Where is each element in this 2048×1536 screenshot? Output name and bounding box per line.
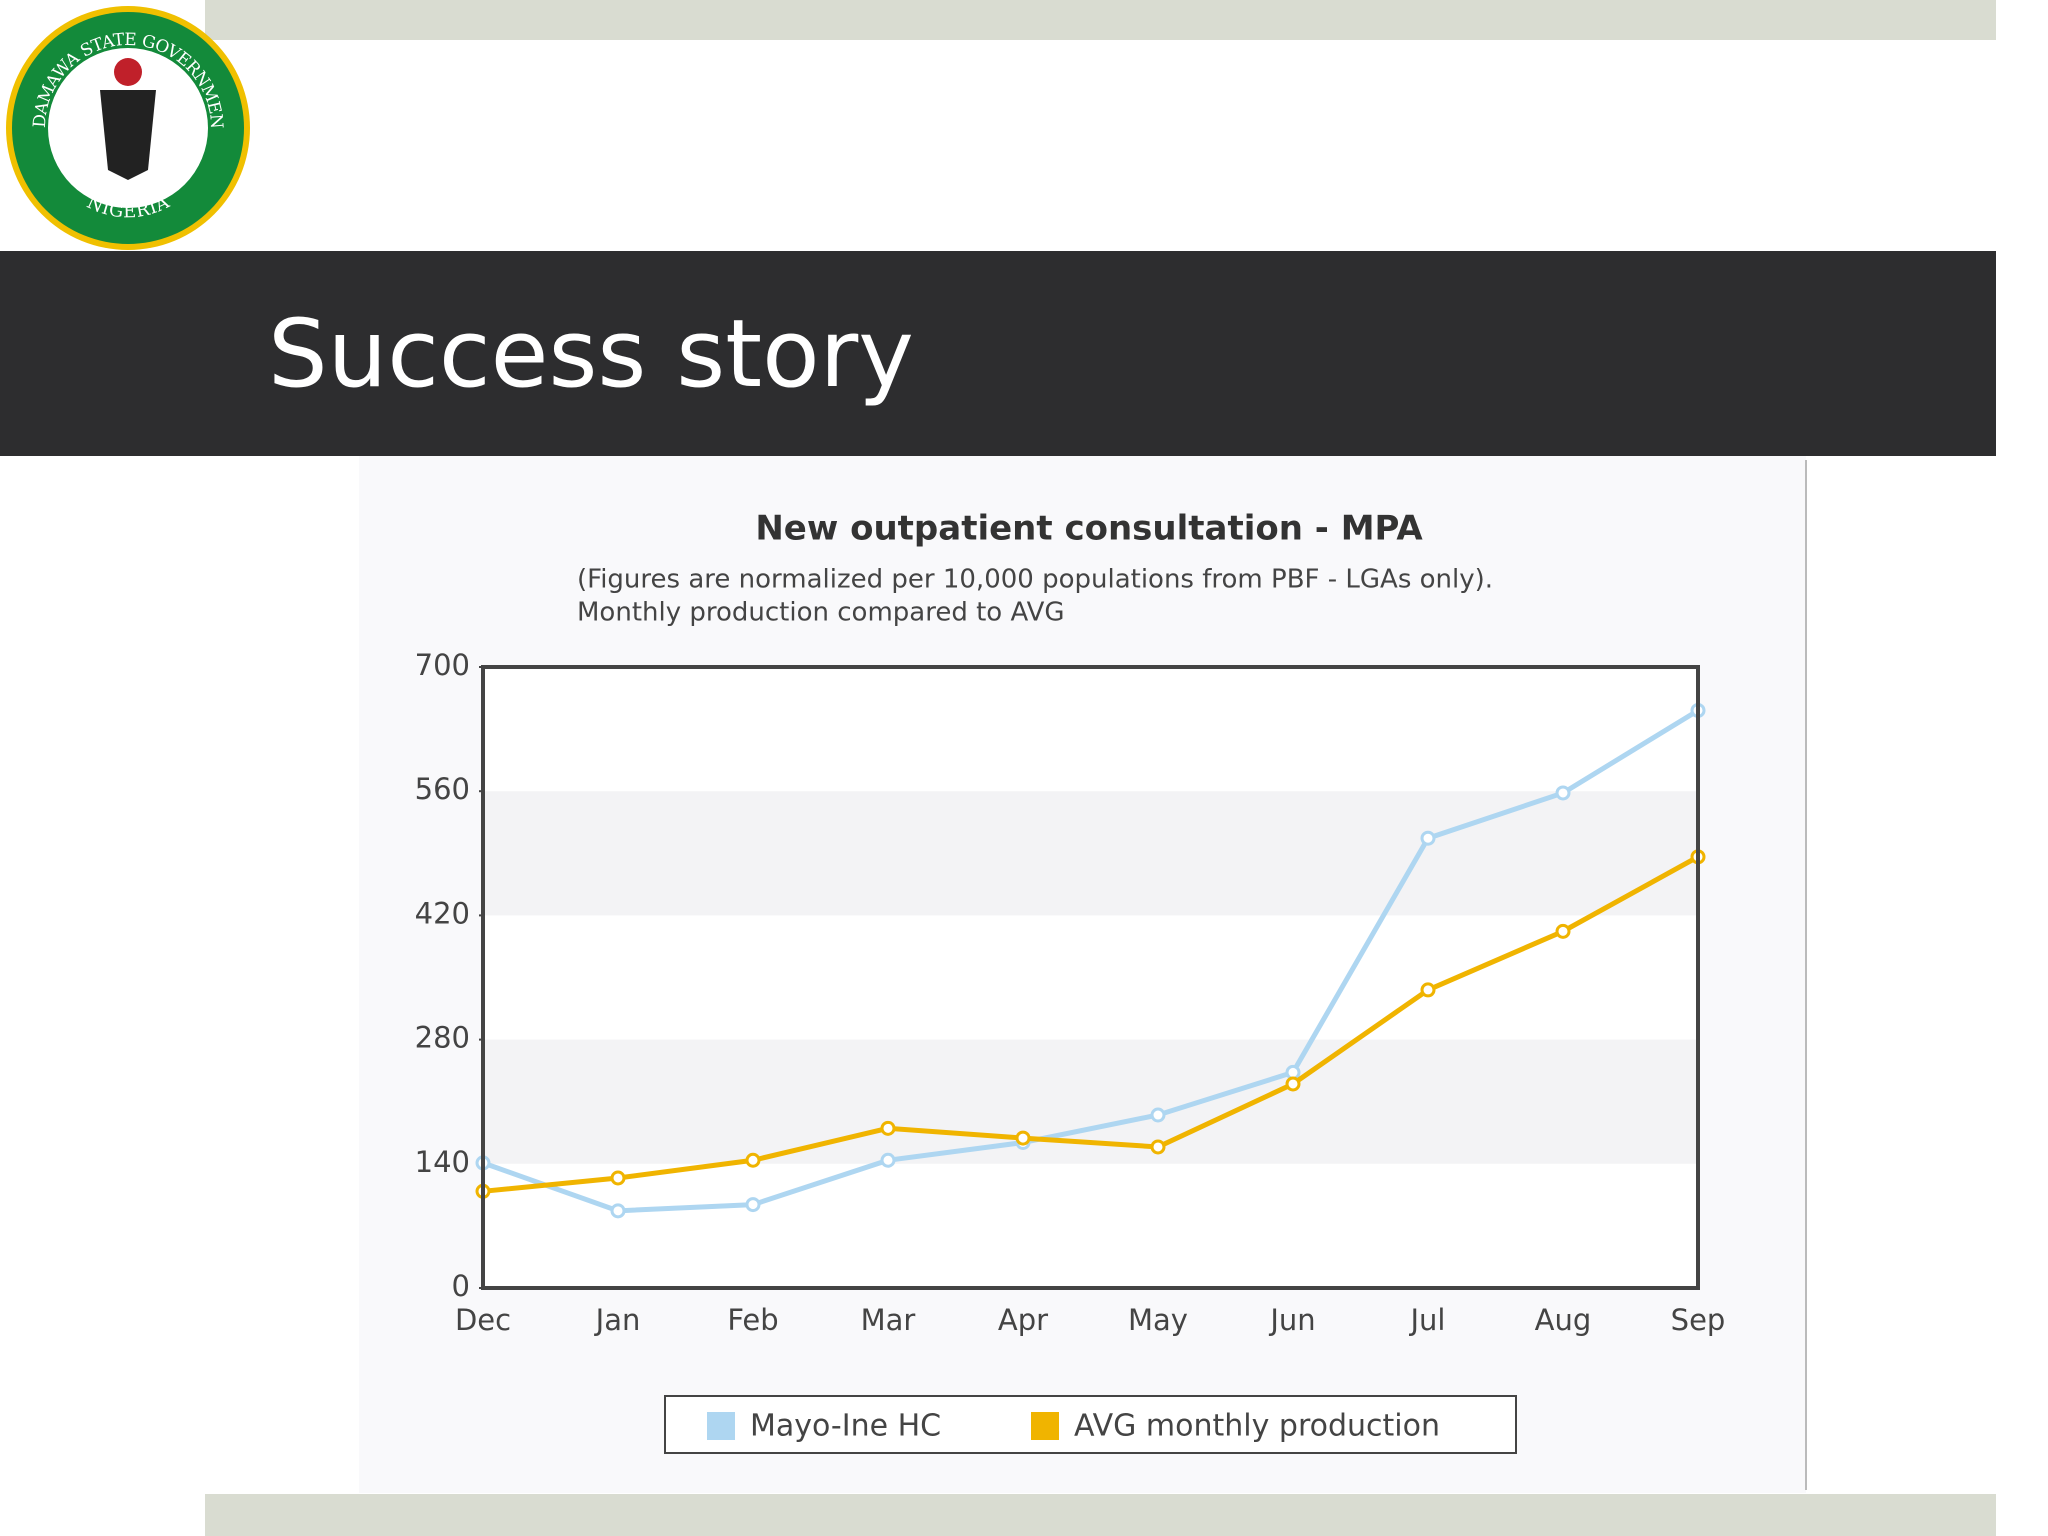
chart-subtitle: Monthly production compared to AVG xyxy=(577,598,1065,628)
legend-box xyxy=(664,1395,1517,1454)
x-tick-label: Jan xyxy=(594,1303,641,1337)
logo-shield xyxy=(100,90,156,180)
x-tick-label: Apr xyxy=(998,1303,1048,1337)
grid-band xyxy=(483,1039,1698,1164)
series-line xyxy=(482,708,1700,1214)
point xyxy=(610,1203,626,1219)
x-tick-label: Dec xyxy=(455,1303,511,1337)
legend-label: AVG monthly production xyxy=(1074,1409,1440,1444)
legend-swatch xyxy=(1031,1412,1059,1440)
point xyxy=(1555,785,1571,801)
y-tick-label: 140 xyxy=(415,1145,470,1179)
point xyxy=(1150,1107,1166,1123)
point xyxy=(610,1170,626,1186)
y-tick-label: 0 xyxy=(452,1269,470,1303)
point xyxy=(1015,1130,1031,1146)
grid-band xyxy=(483,791,1698,916)
y-tick-label: 560 xyxy=(415,772,470,806)
legend-swatch xyxy=(707,1412,735,1440)
x-tick-label: Jun xyxy=(1268,1303,1315,1337)
title-band xyxy=(0,251,1996,456)
y-tick-label: 420 xyxy=(415,896,470,930)
point xyxy=(1150,1139,1166,1155)
y-tick-label: 700 xyxy=(415,648,470,682)
chart-subtitle: (Figures are normalized per 10,000 popul… xyxy=(577,565,1493,595)
chart-title: New outpatient consultation - MPA xyxy=(755,509,1423,549)
x-tick-label: May xyxy=(1128,1303,1188,1337)
point xyxy=(880,1120,896,1136)
point xyxy=(1555,923,1571,939)
plot-area xyxy=(483,667,1698,1288)
x-tick-label: Feb xyxy=(727,1303,778,1337)
x-tick-label: Aug xyxy=(1535,1303,1592,1337)
point xyxy=(1420,830,1436,846)
plot-frame xyxy=(481,665,1700,1290)
series-line xyxy=(482,854,1700,1194)
legend-label: Mayo-Ine HC xyxy=(750,1409,941,1444)
top-bar xyxy=(205,0,1996,40)
slide-title: Success story xyxy=(268,300,914,409)
point xyxy=(1420,982,1436,998)
logo-eagle xyxy=(114,58,142,86)
point xyxy=(880,1152,896,1168)
bottom-bar xyxy=(205,1494,1996,1536)
point xyxy=(745,1152,761,1168)
x-tick-label: Mar xyxy=(861,1303,916,1337)
y-tick-label: 280 xyxy=(415,1021,470,1055)
point xyxy=(745,1197,761,1213)
x-tick-label: Sep xyxy=(1671,1303,1726,1337)
x-tick-label: Jul xyxy=(1409,1303,1446,1337)
point xyxy=(1285,1076,1301,1092)
